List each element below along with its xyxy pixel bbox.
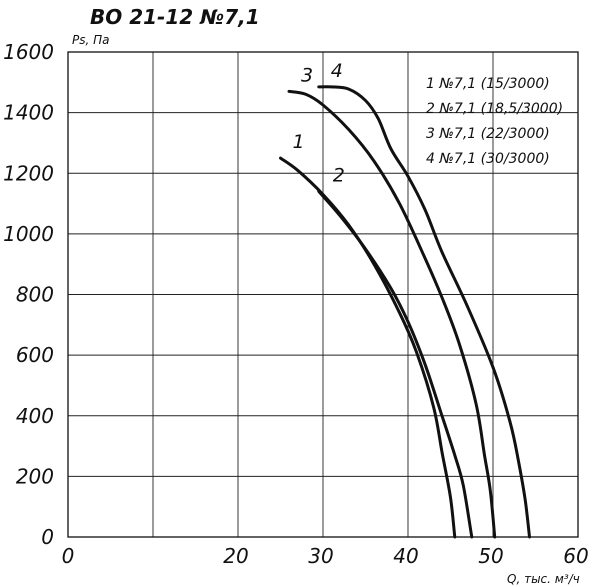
y-tick-label: 1000 <box>3 222 54 246</box>
x-tick-label: 30 <box>308 544 333 568</box>
x-axis-label: Q, тыс. м³/ч <box>507 572 580 586</box>
x-tick-label: 50 <box>478 544 503 568</box>
curve-labels: 1 2 3 4 <box>293 60 345 187</box>
legend-item-3: 3 №7,1 (22/3000) <box>426 126 550 142</box>
chart-title: ВО 21-12 №7,1 <box>90 5 260 29</box>
curve-4 <box>317 85 531 539</box>
curve-2 <box>317 189 474 539</box>
curve-label-3: 3 <box>301 64 313 86</box>
x-tick-label: 60 <box>563 544 588 568</box>
curve-label-1: 1 <box>293 131 305 153</box>
curve-1 <box>279 156 457 539</box>
curve-label-2: 2 <box>333 164 345 186</box>
curve-3 <box>287 89 497 539</box>
legend-item-1: 1 №7,1 (15/3000) <box>426 76 550 92</box>
y-tick-label: 800 <box>16 283 54 307</box>
legend-item-2: 2 №7,1 (18,5/3000) <box>426 101 563 117</box>
plot-frame <box>67 51 579 538</box>
grid <box>67 51 579 538</box>
curve-label-4: 4 <box>331 60 343 82</box>
y-tick-label: 400 <box>16 404 54 428</box>
y-tick-label: 1200 <box>3 161 54 185</box>
y-tick-label: 0 <box>41 525 54 549</box>
y-tick-label: 200 <box>16 464 54 488</box>
y-tick-label: 1400 <box>3 101 54 125</box>
y-tick-label: 600 <box>16 343 54 367</box>
y-axis-label: Ps, Па <box>72 33 110 47</box>
y-tick-label: 1600 <box>3 40 54 64</box>
x-tick-label: 0 <box>62 544 75 568</box>
x-tick-label: 20 <box>223 544 248 568</box>
curves <box>279 85 531 539</box>
x-tick-label: 40 <box>393 544 418 568</box>
legend-item-4: 4 №7,1 (30/3000) <box>426 151 550 167</box>
legend: 1 №7,1 (15/3000) 2 №7,1 (18,5/3000) 3 №7… <box>426 76 563 167</box>
